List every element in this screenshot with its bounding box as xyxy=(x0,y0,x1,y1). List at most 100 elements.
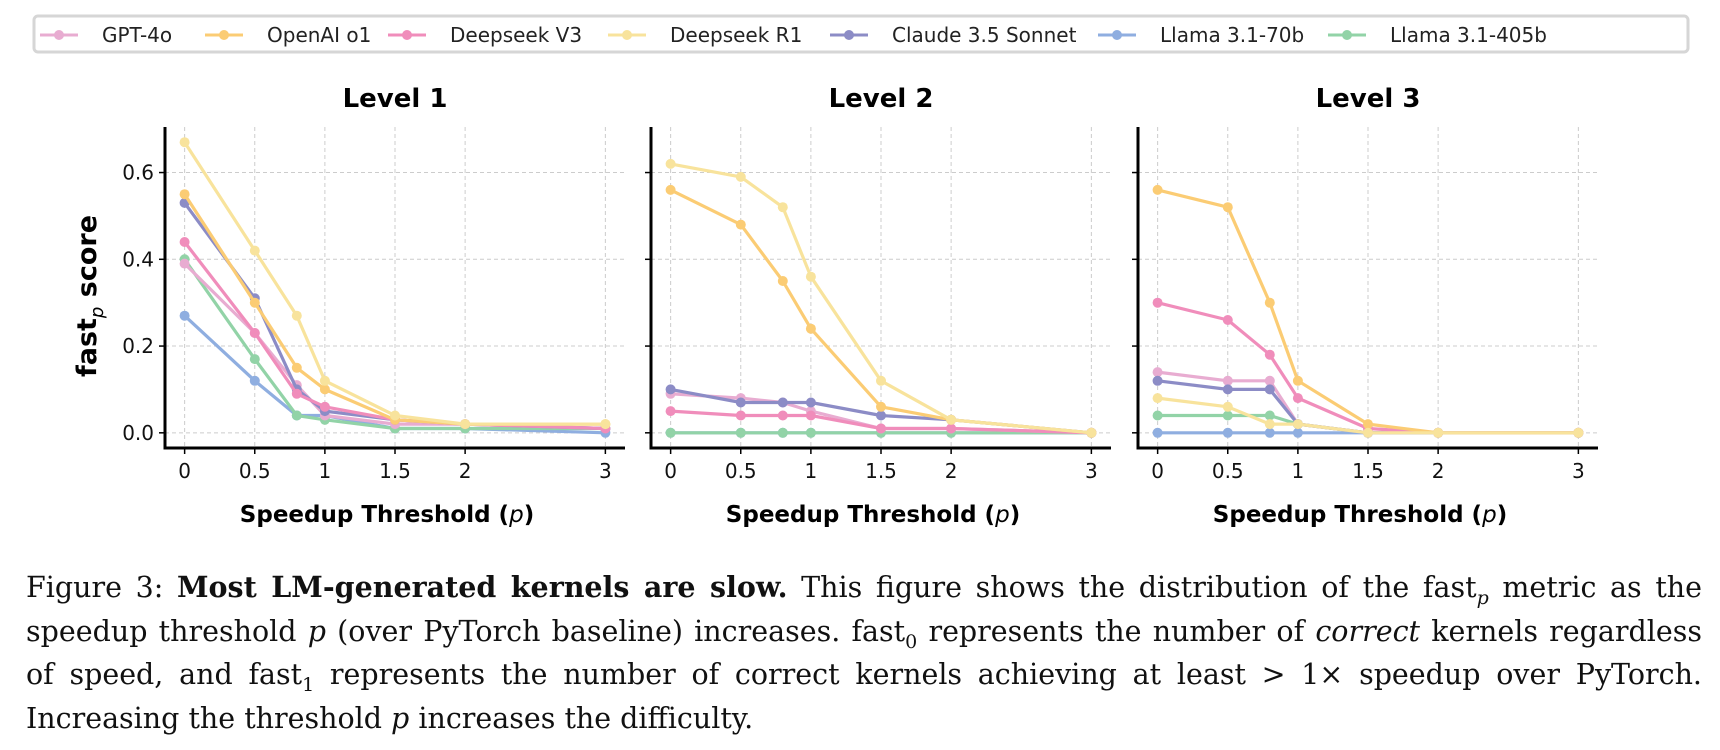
caption-var-p-2: p xyxy=(391,701,410,735)
data-point xyxy=(735,171,746,182)
data-point xyxy=(291,362,302,373)
data-point xyxy=(665,406,676,417)
x-tick-label: 0.5 xyxy=(239,459,271,483)
x-axis-label-text: Speedup Threshold ( xyxy=(240,502,509,528)
x-tick-label: 0 xyxy=(664,459,677,483)
data-point xyxy=(1152,184,1163,195)
caption-sub-1: 1 xyxy=(302,674,315,696)
x-tick-label: 1.5 xyxy=(1352,459,1384,483)
x-axis-label-close: ) xyxy=(1010,502,1021,528)
x-tick-label: 0.5 xyxy=(725,459,757,483)
y-tick-label: 0.0 xyxy=(122,421,154,445)
panel-title: Level 3 xyxy=(1316,84,1421,114)
data-point xyxy=(1222,202,1233,213)
gridlines xyxy=(165,127,625,448)
y-axis-label: fastp score xyxy=(72,215,108,377)
y-tick-label: 0.6 xyxy=(122,161,154,185)
panel-level-1: 0 0.5 1 1.5 2 3 0.0 0.2 0.4 0.6 Level 1 Speedup Thr… xyxy=(122,84,625,528)
legend-item-llama-3-1-70b: Llama 3.1-70b xyxy=(1098,23,1304,47)
data-point xyxy=(665,384,676,395)
caption-bold: Most LM-generated kernels are slow. xyxy=(177,570,788,604)
data-point xyxy=(805,271,816,282)
x-tick-label: 2 xyxy=(945,459,958,483)
y-axis-label-text: fast xyxy=(72,318,103,377)
data-point xyxy=(1292,427,1303,438)
x-axis-label-var: p xyxy=(1481,502,1497,528)
legend-marker xyxy=(54,30,64,40)
data-point xyxy=(1292,393,1303,404)
data-point xyxy=(1264,384,1275,395)
data-point xyxy=(1222,401,1233,412)
data-point xyxy=(1086,427,1097,438)
data-point xyxy=(1363,419,1373,430)
legend-item-deepseek-r1: Deepseek R1 xyxy=(608,23,802,47)
data-point xyxy=(390,410,400,421)
data-point xyxy=(249,297,260,308)
data-point xyxy=(805,410,816,421)
x-tick-label: 1 xyxy=(1292,459,1305,483)
legend-label: Llama 3.1-405b xyxy=(1390,23,1547,47)
data-point xyxy=(735,219,746,230)
panel-title: Level 2 xyxy=(829,84,934,114)
x-tick-label: 0 xyxy=(1151,459,1164,483)
caption-text-2: metric as the speedup threshold xyxy=(26,571,1702,648)
caption-text-4: represents the number of xyxy=(917,614,1316,648)
y-tick-label: 0.4 xyxy=(122,247,154,271)
data-point xyxy=(179,189,190,200)
data-point xyxy=(1222,315,1233,325)
data-point xyxy=(249,354,260,365)
data-point xyxy=(735,397,746,408)
panel-level-2: 0 0.5 1 1.5 2 3 Level 2 Speedup Threshold (p) xyxy=(645,84,1111,528)
data-point xyxy=(735,410,746,421)
data-point xyxy=(291,388,302,399)
legend-label: Deepseek R1 xyxy=(670,23,802,47)
data-point xyxy=(291,310,302,321)
series-deepseek-r1 xyxy=(1152,393,1584,438)
legend-label: OpenAI o1 xyxy=(267,23,371,47)
data-point xyxy=(777,397,788,408)
data-point xyxy=(665,184,676,195)
data-point xyxy=(1152,375,1163,386)
data-point xyxy=(179,310,190,321)
data-point xyxy=(1222,375,1233,386)
data-point xyxy=(876,423,886,434)
data-point xyxy=(1264,297,1275,308)
data-point xyxy=(291,410,302,421)
series-group xyxy=(1152,184,1584,438)
legend-item-gpt-4o: GPT-4o xyxy=(40,23,172,47)
x-tick-label: 0.5 xyxy=(1212,459,1244,483)
data-point xyxy=(600,419,611,430)
data-point xyxy=(735,427,746,438)
caption-text-3: (over PyTorch baseline) increases. fast xyxy=(325,614,906,648)
legend-label: Deepseek V3 xyxy=(450,23,582,47)
figure-caption: Figure 3: Most LM-generated kernels are … xyxy=(26,566,1702,740)
x-tick-label: 1 xyxy=(319,459,332,483)
x-tick-label: 1 xyxy=(805,459,818,483)
data-point xyxy=(665,427,676,438)
x-axis-label-var: p xyxy=(508,502,524,528)
figure: GPT-4o OpenAI o1 Deepseek V3 Deepseek R1 Cla… xyxy=(32,14,1690,528)
x-axis-label-close: ) xyxy=(1497,502,1508,528)
data-point xyxy=(319,384,330,395)
data-point xyxy=(1222,427,1233,438)
gridlines xyxy=(1138,127,1598,448)
x-tick-label: 3 xyxy=(599,459,612,483)
data-point xyxy=(1222,384,1233,395)
series-deepseek-v3 xyxy=(179,237,611,434)
data-point xyxy=(876,375,886,386)
data-point xyxy=(946,414,957,425)
legend-item-openai-o1: OpenAI o1 xyxy=(205,23,371,47)
x-axis-label: Speedup Threshold (p) xyxy=(240,502,534,528)
data-point xyxy=(876,410,886,421)
data-point xyxy=(805,427,816,438)
data-point xyxy=(777,410,788,421)
data-point xyxy=(1363,427,1373,438)
data-point xyxy=(249,245,260,256)
data-point xyxy=(1433,427,1444,438)
legend-marker xyxy=(1342,30,1352,40)
series-deepseek-r1 xyxy=(179,137,611,430)
caption-text-6: represents the number of correct kernels… xyxy=(26,658,1702,735)
panel-title: Level 1 xyxy=(343,84,448,114)
legend-item-llama-3-1-405b: Llama 3.1-405b xyxy=(1328,23,1547,47)
caption-sub-p: p xyxy=(1476,587,1489,609)
